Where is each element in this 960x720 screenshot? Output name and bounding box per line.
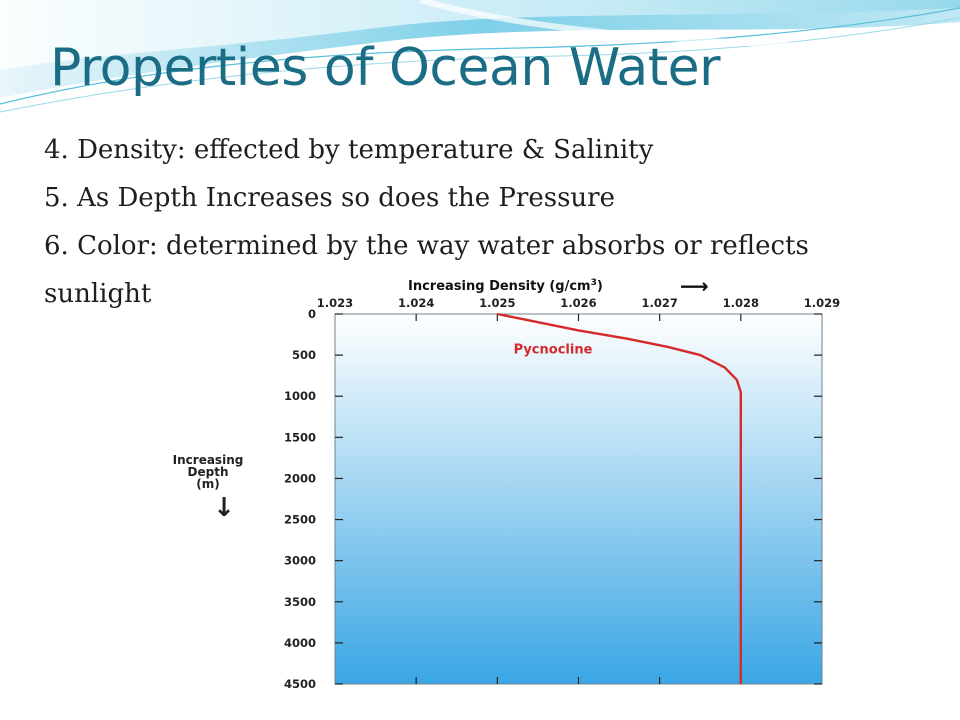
y-tick-label: 0 [308,307,316,321]
bullet-pressure: 5. As Depth Increases so does the Pressu… [44,183,615,213]
x-tick-label: 1.024 [398,296,434,310]
y-tick-label: 2000 [284,471,316,485]
y-tick-label: 1000 [284,389,316,403]
bullet-density: 4. Density: effected by temperature & Sa… [44,135,654,165]
x-tick-label: 1.029 [804,296,840,310]
y-tick-label: 2500 [284,513,316,527]
bullet-color-continued: sunlight [44,279,152,309]
series-layer [497,312,742,684]
x-tick-label: 1.026 [560,296,596,310]
header-wave-decoration [0,0,960,113]
x-axis-title: Increasing Density (g/cm3) ⟶ [408,274,709,298]
plot-area [334,313,823,685]
x-tick-label: 1.023 [317,296,353,310]
y-tick-label: 3500 [284,595,316,609]
y-axis-label-line: Increasing [173,453,244,467]
density-depth-chart: Increasing Density (g/cm3) ⟶ 1.023 1.024 1… [160,268,855,696]
y-tick-label: 4500 [284,677,316,691]
x-axis-label: Increasing Density (g/cm3) [408,278,603,294]
y-axis-label-line: (m) [196,477,219,491]
bullet-color: 6. Color: determined by the way water ab… [44,231,809,261]
x-tick-label: 1.025 [479,296,515,310]
x-ticks: 1.023 1.024 1.025 1.026 1.027 1.028 1.029 [317,296,840,684]
x-axis-arrow: ⟶ [680,274,709,298]
bullet-list: 4. Density: effected by temperature & Sa… [44,126,809,318]
slide-title: Properties of Ocean Water [50,38,721,98]
y-tick-label: 1500 [284,430,316,444]
y-axis-label-line: Depth [188,465,229,479]
density-profile-line [497,312,742,684]
y-tick-label: 500 [292,348,316,362]
x-tick-label: 1.027 [641,296,677,310]
pycnocline-label: Pycnocline [514,342,593,357]
chart-svg: Increasing Density (g/cm3) ⟶ 1.023 1.024 1… [160,268,855,696]
y-axis-arrow: ↓ [213,493,235,523]
y-ticks: 0 500 1000 1500 2000 2500 3000 3500 4000 4500 [284,307,822,691]
annotation-layer: Pycnocline [514,342,593,357]
y-tick-label: 3000 [284,554,316,568]
y-tick-label: 4000 [284,636,316,650]
x-tick-label: 1.028 [723,296,759,310]
